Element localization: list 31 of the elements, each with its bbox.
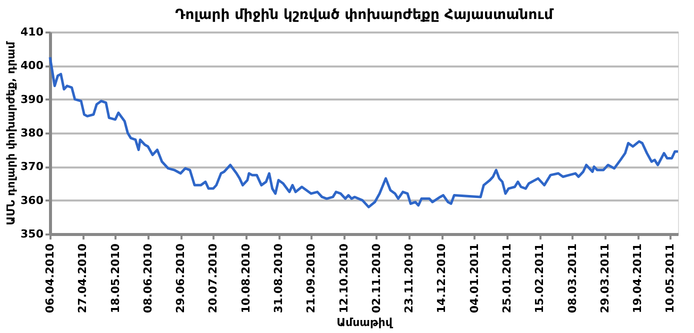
x-tick-label: 19.04.2011 [631, 244, 644, 314]
x-tick-label: 25.01.2011 [500, 244, 514, 314]
x-tick-label: 20.07.2010 [206, 243, 220, 314]
x-tick-label: 29.03.2011 [598, 244, 612, 314]
x-tick-label: 12.10.2010 [337, 243, 350, 314]
y-tick-label: 400 [20, 59, 44, 72]
x-tick-label: 21.09.2010 [304, 243, 318, 314]
y-tick-label: 370 [20, 160, 44, 174]
y-tick-label: 360 [20, 194, 44, 207]
x-tick-label: 06.04.2010 [44, 243, 56, 314]
y-tick-label: 350 [20, 228, 44, 240]
y-axis-title: ԱՄՆ դոլարի փոխարժեք, դրամ [4, 40, 18, 226]
y-tick-label: 390 [20, 92, 44, 106]
x-tick-label: 27.04.2010 [76, 243, 90, 314]
y-tick-label: 410 [20, 26, 44, 38]
x-tick-label: 15.02.2011 [533, 244, 546, 314]
chart-title: Դոլարի միջին կշռված փոխարժեքը Հայաստանում [175, 7, 554, 23]
line-series [48, 56, 680, 208]
x-tick-label: 29.06.2010 [174, 243, 188, 314]
x-tick-label: 31.08.2010 [272, 243, 286, 314]
x-axis-title: Ամսաթիվ [336, 316, 394, 330]
x-tick-label: 10.08.2010 [239, 243, 252, 314]
x-tick-label: 18.05.2010 [108, 243, 122, 314]
x-tick-label: 14.12.2010 [435, 243, 448, 314]
x-tick-label: 08.03.2011 [566, 244, 579, 314]
x-tick-label: 23.11.2010 [402, 243, 416, 314]
x-tick-label: 02.11.2010 [370, 243, 383, 314]
x-tick-label: 10.05.2011 [664, 244, 677, 314]
y-tick-label: 380 [20, 126, 44, 140]
x-tick-label: 04.01.2011 [468, 244, 481, 314]
x-tick-label: 08.06.2010 [141, 243, 154, 314]
